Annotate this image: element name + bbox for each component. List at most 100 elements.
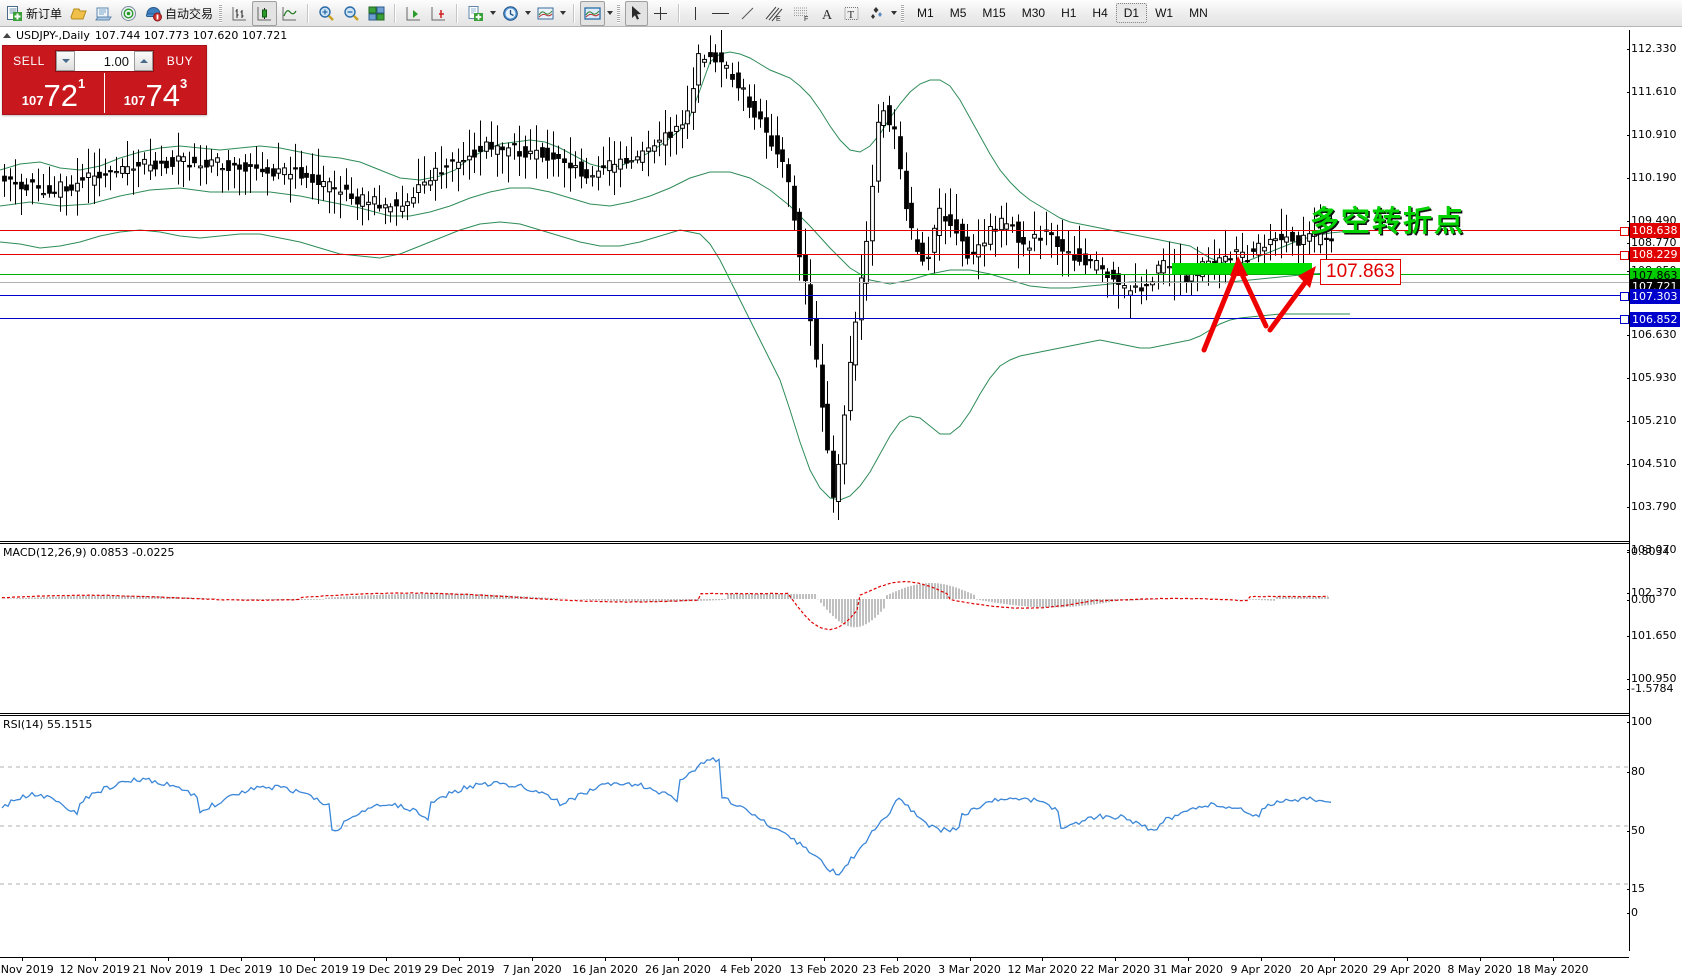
price-callout-107-863[interactable]: 107.863: [1320, 259, 1401, 285]
level-line-106-852[interactable]: [0, 318, 1629, 319]
cursor-icon: [629, 5, 644, 22]
zoom-out-button[interactable]: [339, 1, 364, 26]
timeframe-m15[interactable]: M15: [982, 6, 1006, 20]
text-label-icon: A: [820, 5, 835, 22]
sell-price-block[interactable]: 107 72 1: [3, 73, 104, 113]
chart-shift-button[interactable]: [401, 1, 426, 26]
chart-area[interactable]: 多空转折点 107.863 MACD(12,26,9) 0.0853 -0.02…: [0, 30, 1682, 976]
indicators-dropdown-caret[interactable]: [560, 11, 567, 15]
auto-trading-button[interactable]: 自动交易: [141, 1, 217, 26]
price-tag-106-852[interactable]: 106.852: [1630, 312, 1680, 327]
buy-button[interactable]: BUY: [166, 54, 194, 68]
date-tick: [896, 958, 898, 961]
crosshair-button[interactable]: [648, 1, 673, 26]
toolbar-grip-2[interactable]: [617, 3, 621, 23]
rsi-tick-0: 100: [1627, 715, 1652, 728]
toolbar-grip-3[interactable]: [901, 3, 905, 23]
svg-text:F: F: [804, 16, 808, 22]
rsi-tick-1: 80: [1627, 765, 1645, 778]
publish-button[interactable]: [91, 1, 116, 26]
price-tag-108-638[interactable]: 108.638: [1630, 223, 1680, 238]
sell-button[interactable]: SELL: [13, 54, 45, 68]
buy-price-block[interactable]: 107 74 3: [104, 73, 206, 113]
level-line-108-638[interactable]: [0, 230, 1629, 231]
horizontal-line-button[interactable]: [706, 1, 735, 26]
new-chart-dropdown-caret[interactable]: [490, 11, 497, 15]
buy-price-prefix: 107: [123, 93, 146, 108]
price-tag-107-303[interactable]: 107.303: [1630, 289, 1680, 304]
line-chart-button[interactable]: [277, 1, 302, 26]
text-label-button[interactable]: A: [816, 1, 839, 26]
vertical-line-button[interactable]: [685, 1, 706, 26]
volume-decrease-button[interactable]: [56, 51, 75, 71]
timeframe-m30[interactable]: M30: [1021, 6, 1046, 20]
date-tick: [1479, 958, 1481, 961]
price-axis[interactable]: 112.330 111.610 110.910 110.190 109.490 …: [1626, 30, 1682, 951]
indicators-button[interactable]: [533, 1, 558, 26]
cursor-button[interactable]: [625, 0, 649, 26]
shapes-button[interactable]: [864, 1, 889, 26]
rsi-pane[interactable]: RSI(14) 55.1515: [0, 713, 1629, 957]
date-tick: [677, 958, 679, 961]
templates-button[interactable]: [580, 0, 606, 26]
date-axis-label: 12 Mar 2020: [1007, 963, 1078, 976]
date-tick: [532, 958, 534, 961]
timeframe-mn[interactable]: MN: [1189, 6, 1208, 20]
timeframe-m1[interactable]: M1: [917, 6, 934, 20]
date-axis-label: 8 May 2020: [1447, 963, 1513, 976]
new-chart-button[interactable]: [463, 1, 488, 26]
crosshair-icon: [652, 5, 669, 22]
timeframe-button[interactable]: [498, 1, 523, 26]
symbol-name: USDJPY-,Daily: [16, 28, 90, 42]
zigzag-projection-arrow[interactable]: [1170, 230, 1550, 410]
timeframe-w1[interactable]: W1: [1155, 6, 1174, 20]
timeframe-d1[interactable]: D1: [1115, 3, 1148, 23]
volume-input-group[interactable]: 1.00: [55, 50, 154, 72]
fibonacci-icon: F: [792, 5, 812, 22]
volume-increase-button[interactable]: [134, 51, 153, 71]
timeframe-h1[interactable]: H1: [1061, 6, 1077, 20]
equidistant-channel-icon: E: [764, 5, 784, 22]
toolbar-separator-5: [678, 3, 681, 23]
network-button[interactable]: [116, 1, 141, 26]
level-handle-108-638[interactable]: [1620, 227, 1629, 236]
fibonacci-button[interactable]: F: [788, 1, 816, 26]
date-axis-label: 31 Mar 2020: [1153, 963, 1224, 976]
level-handle-106-852[interactable]: [1620, 315, 1629, 324]
chinese-annotation-text[interactable]: 多空转折点: [1310, 204, 1466, 238]
text-box-button[interactable]: T: [839, 1, 864, 26]
timeframe-h4[interactable]: H4: [1092, 6, 1108, 20]
zoom-in-button[interactable]: [314, 1, 339, 26]
toolbar-grip[interactable]: [219, 3, 223, 23]
shapes-dropdown-caret[interactable]: [891, 11, 898, 15]
tile-windows-button[interactable]: [364, 1, 389, 26]
price-tick-14: 102.370: [1627, 586, 1677, 599]
collapse-triangle-icon[interactable]: [3, 32, 11, 38]
trendline-button[interactable]: [735, 1, 760, 26]
price-pane-canvas: [0, 30, 1351, 520]
price-tick-16: 100.950: [1627, 672, 1677, 685]
auto-scroll-button[interactable]: [426, 1, 451, 26]
folder-button[interactable]: [66, 1, 91, 26]
new-order-button[interactable]: 新订单: [2, 1, 66, 26]
date-axis-label: 22 Mar 2020: [1080, 963, 1151, 976]
candlestick-chart-button[interactable]: [252, 0, 278, 26]
vertical-line-icon: [689, 5, 702, 22]
equidistant-channel-button[interactable]: E: [760, 1, 788, 26]
date-axis-label: 26 Jan 2020: [644, 963, 711, 976]
chart-shift-icon: [405, 5, 422, 22]
bar-chart-button[interactable]: [227, 1, 252, 26]
level-handle-108-229[interactable]: [1620, 251, 1629, 260]
templates-dropdown-caret[interactable]: [607, 11, 614, 15]
timeframe-m5[interactable]: M5: [949, 6, 967, 20]
date-axis-label: 4 Feb 2020: [720, 963, 782, 976]
volume-value[interactable]: 1.00: [103, 53, 129, 69]
level-line-107-303[interactable]: [0, 295, 1629, 296]
one-click-trading-panel[interactable]: SELL 1.00 BUY 107 72 1 107 74 3: [2, 45, 207, 115]
macd-pane[interactable]: MACD(12,26,9) 0.0853 -0.0225: [0, 541, 1629, 713]
level-handle-107-303[interactable]: [1620, 292, 1629, 301]
timeframe-dropdown-caret[interactable]: [525, 11, 532, 15]
price-tag-108-229[interactable]: 108.229: [1630, 247, 1680, 262]
level-line-107-863[interactable]: [0, 274, 1629, 275]
level-line-108-229[interactable]: [0, 254, 1629, 255]
